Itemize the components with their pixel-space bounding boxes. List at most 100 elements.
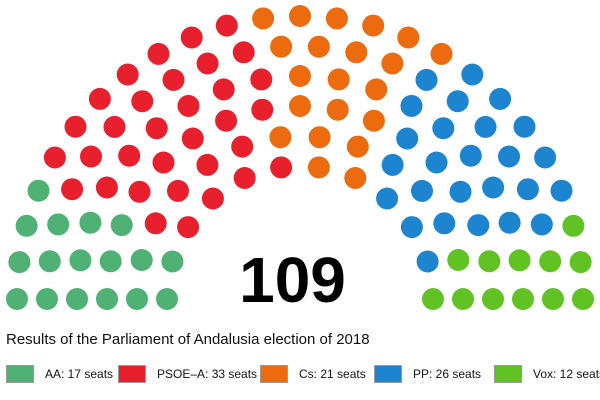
seat-cs-18 (397, 26, 420, 49)
seat-psoe-a-2 (144, 212, 167, 235)
seat-psoe-a-3 (43, 146, 66, 169)
seat-vox-8 (482, 288, 504, 310)
legend-item-cs: Cs: 21 seats (260, 362, 366, 386)
seat-pp-12 (411, 179, 433, 202)
seat-vox-5 (539, 250, 562, 273)
seat-cs-16 (346, 135, 369, 158)
seat-aa-4 (126, 288, 148, 310)
legend-label-vox: Vox: 12 seats (533, 367, 600, 381)
seat-aa-3 (156, 288, 178, 310)
seat-cs-12 (326, 98, 349, 121)
seat-psoe-a-15 (145, 117, 168, 140)
seat-aa-12 (15, 214, 38, 237)
seat-vox-6 (569, 251, 592, 274)
seat-psoe-a-1 (61, 178, 84, 201)
seat-pp-10 (425, 151, 448, 174)
seat-aa-13 (161, 250, 184, 273)
seat-cs-6 (289, 95, 311, 117)
seat-psoe-a-27 (231, 135, 254, 158)
seat-vox-12 (452, 288, 474, 310)
seat-psoe-a-14 (201, 187, 224, 210)
seat-psoe-a-29 (215, 14, 238, 37)
seat-psoe-a-9 (118, 144, 141, 167)
seat-aa-1 (36, 288, 58, 310)
seat-pp-7 (432, 117, 455, 140)
seat-psoe-a-7 (80, 145, 102, 168)
legend: AA: 17 seats PSOE–A: 33 seats Cs: 21 sea… (6, 362, 600, 388)
total-seats: 109 (239, 244, 346, 316)
seat-aa-7 (8, 251, 31, 274)
seat-psoe-a-25 (215, 109, 238, 132)
seat-psoe-a-11 (103, 115, 126, 138)
seat-psoe-a-19 (181, 127, 204, 150)
seat-aa-6 (66, 288, 88, 310)
seat-cs-21 (430, 42, 453, 65)
seat-psoe-a-4 (95, 176, 118, 199)
hemicycle-chart (6, 5, 594, 310)
seat-pp-13 (459, 144, 482, 167)
seat-pp-20 (433, 212, 456, 235)
seat-psoe-a-28 (212, 78, 235, 101)
seat-pp-5 (461, 63, 484, 86)
seat-pp-16 (449, 180, 472, 203)
seat-aa-14 (47, 213, 70, 236)
seat-pp-19 (534, 146, 557, 169)
seat-psoe-a-32 (250, 68, 273, 91)
seat-pp-2 (400, 94, 423, 117)
seat-cs-4 (289, 5, 311, 27)
seat-vox-4 (508, 249, 531, 272)
legend-swatch-vox (494, 365, 522, 383)
seat-pp-26 (416, 250, 439, 273)
seat-pp-3 (396, 127, 419, 150)
seat-psoe-a-26 (196, 52, 219, 75)
seat-pp-18 (482, 176, 505, 199)
seat-psoe-a-17 (116, 63, 139, 86)
seat-psoe-a-31 (251, 98, 274, 121)
seat-pp-6 (446, 90, 469, 113)
seat-psoe-a-20 (147, 42, 170, 65)
legend-label-aa: AA: 17 seats (45, 367, 114, 381)
legend-item-psoe: PSOE–A: 33 seats (118, 362, 257, 386)
seat-pp-25 (530, 213, 553, 236)
legend-swatch-pp (374, 365, 402, 383)
legend-item-aa: AA: 17 seats (6, 362, 113, 386)
seat-vox-3 (478, 250, 501, 273)
seat-cs-20 (344, 167, 367, 189)
seat-pp-1 (415, 68, 438, 91)
seat-aa-8 (38, 250, 61, 273)
seat-psoe-a-24 (180, 26, 203, 49)
seat-vox-9 (512, 288, 534, 310)
legend-label-psoe: PSOE–A: 33 seats (157, 367, 258, 381)
seat-psoe-a-10 (167, 179, 189, 202)
seat-pp-21 (516, 178, 539, 201)
seat-aa-15 (79, 211, 102, 234)
seat-pp-11 (474, 115, 497, 138)
seat-psoe-a-13 (152, 151, 175, 174)
seat-psoe-a-6 (128, 180, 151, 203)
seat-psoe-a-18 (196, 153, 219, 176)
seat-cs-13 (345, 41, 368, 64)
legend-label-cs: Cs: 21 seats (299, 367, 366, 381)
seat-vox-7 (422, 288, 444, 310)
legend-swatch-psoe (118, 365, 146, 383)
seat-vox-11 (572, 288, 594, 310)
legend-label-pp: PP: 26 seats (413, 367, 482, 381)
seat-aa-10 (99, 250, 122, 273)
seat-aa-17 (110, 214, 133, 237)
seat-cs-9 (325, 7, 348, 30)
seat-cs-11 (327, 68, 350, 91)
seat-aa-2 (6, 288, 28, 310)
seat-cs-17 (381, 52, 404, 75)
seat-cs-3 (270, 35, 293, 58)
seat-vox-2 (447, 249, 470, 271)
seat-cs-19 (362, 109, 385, 132)
seat-pp-8 (376, 187, 399, 210)
seat-psoe-a-33 (270, 156, 293, 179)
seat-cs-10 (307, 156, 330, 179)
seat-aa-16 (27, 179, 50, 202)
seat-cs-15 (365, 78, 388, 101)
seat-pp-22 (550, 179, 573, 202)
seat-psoe-a-8 (64, 115, 87, 138)
seat-aa-9 (69, 249, 92, 272)
seat-pp-14 (513, 115, 536, 138)
